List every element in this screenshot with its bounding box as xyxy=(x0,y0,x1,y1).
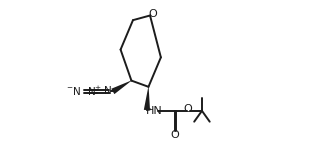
Text: HN: HN xyxy=(145,106,162,116)
Text: N: N xyxy=(104,86,111,96)
Text: O: O xyxy=(171,130,179,140)
Polygon shape xyxy=(111,80,132,94)
Text: O: O xyxy=(184,104,192,114)
Text: N$^{+}$: N$^{+}$ xyxy=(87,85,102,98)
Text: O: O xyxy=(149,9,157,19)
Polygon shape xyxy=(144,87,150,110)
Text: $^{-}$N: $^{-}$N xyxy=(66,85,81,97)
